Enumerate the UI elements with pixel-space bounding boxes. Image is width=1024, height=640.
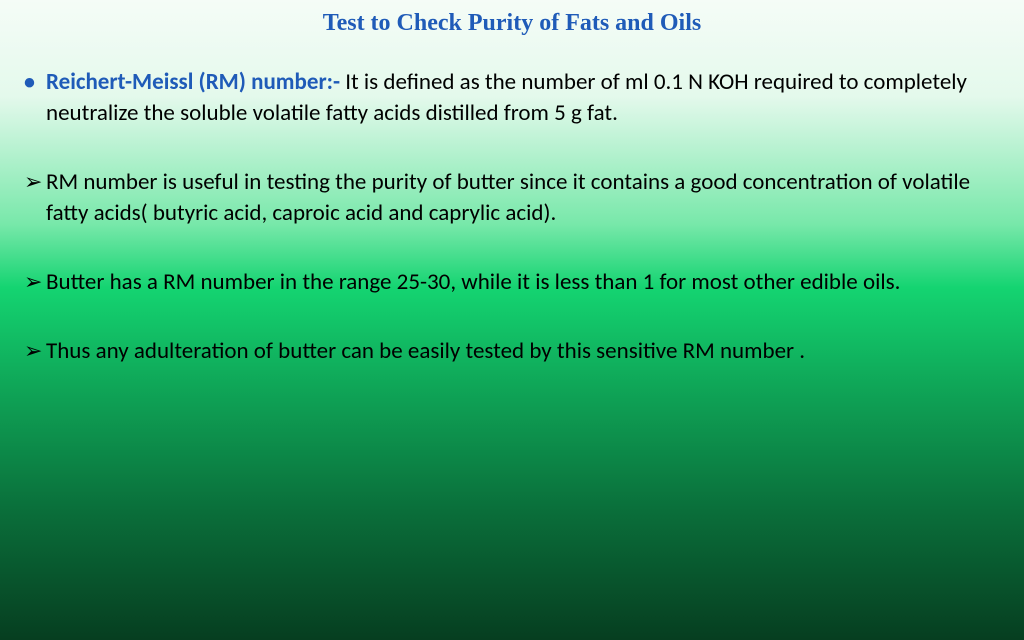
item3-text: Butter has a RM number in the range 25-3… <box>46 267 1000 298</box>
arrow-bullet-icon: ➢ <box>18 167 46 198</box>
item1-text: Reichert-Meissl (RM) number:- It is defi… <box>46 67 1000 129</box>
bullet-item-adulteration: ➢ Thus any adulteration of butter can be… <box>18 336 1000 367</box>
slide-content: • Reichert-Meissl (RM) number:- It is de… <box>0 67 1024 367</box>
arrow-bullet-icon: ➢ <box>18 336 46 367</box>
arrow-bullet-icon: ➢ <box>18 267 46 298</box>
item4-text: Thus any adulteration of butter can be e… <box>46 336 1000 367</box>
bullet-item-definition: • Reichert-Meissl (RM) number:- It is de… <box>18 67 1000 129</box>
item2-text: RM number is useful in testing the purit… <box>46 167 1000 229</box>
bullet-item-purity: ➢ RM number is useful in testing the pur… <box>18 167 1000 229</box>
bullet-item-range: ➢ Butter has a RM number in the range 25… <box>18 267 1000 298</box>
slide-title: Test to Check Purity of Fats and Oils <box>0 0 1024 67</box>
item1-heading: Reichert-Meissl (RM) number:- <box>46 68 345 96</box>
dot-bullet-icon: • <box>18 67 46 98</box>
